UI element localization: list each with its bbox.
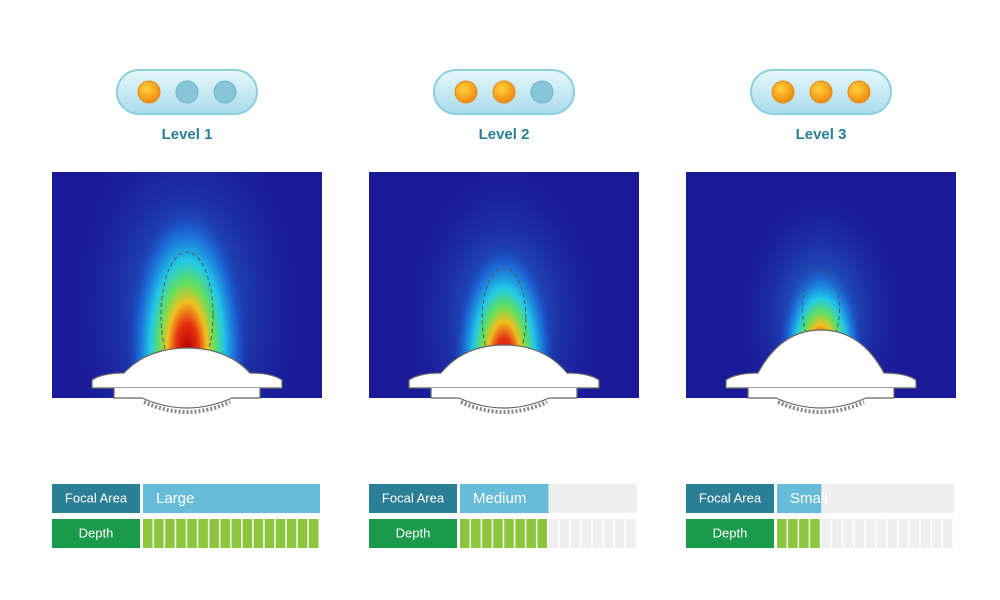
depth-segment: [209, 519, 219, 548]
level-dot: [809, 80, 833, 104]
depth-segment: [537, 519, 547, 548]
depth-segment: [297, 519, 308, 548]
depth-label-box: [686, 519, 774, 548]
level-dot: [137, 80, 161, 104]
focal-value: Small: [790, 490, 828, 507]
device-base: [430, 388, 578, 409]
depth-segment: [526, 519, 536, 548]
focal-value: Large: [156, 490, 194, 507]
depth-segment: [143, 519, 153, 548]
level-dot: [454, 80, 478, 104]
depth-segment: [865, 519, 876, 548]
level-dot: [492, 80, 516, 104]
level-dot: [771, 80, 795, 104]
heat-spot: [125, 200, 249, 398]
depth-segment: [854, 519, 864, 548]
level-label: Level 1: [162, 126, 213, 143]
depth-segment: [821, 519, 831, 548]
depth-segment: [286, 519, 297, 548]
depth-segment: [799, 519, 809, 548]
focal-label-box: [52, 484, 140, 513]
depth-segment: [832, 519, 842, 548]
focal-bar: [777, 484, 822, 513]
device-base: [747, 388, 895, 409]
depth-segment: [614, 519, 625, 548]
device: [408, 344, 600, 389]
depth-segment: [231, 519, 242, 548]
depth-segment: [308, 519, 319, 548]
focal-label: Focal Area: [382, 490, 445, 505]
depth-label: Depth: [713, 525, 748, 540]
depth-label: Depth: [79, 525, 114, 540]
depth-segment: [887, 519, 898, 548]
level-label: Level 2: [479, 126, 530, 143]
depth-segment: [548, 519, 559, 548]
focal-outline: [802, 268, 840, 350]
device: [725, 329, 917, 389]
focal-value: Medium: [473, 490, 526, 507]
depth-segment: [581, 519, 592, 548]
device-coil: [143, 400, 231, 414]
depth-label: Depth: [396, 525, 431, 540]
depth-segment: [570, 519, 581, 548]
focal-bar: [143, 484, 320, 513]
level-dot: [213, 80, 237, 104]
depth-segment: [275, 519, 286, 548]
depth-segment: [460, 519, 470, 548]
device-coil: [777, 400, 865, 414]
level-dot: [530, 80, 554, 104]
depth-segment: [154, 519, 164, 548]
depth-segment: [920, 519, 931, 548]
depth-segment: [176, 519, 186, 548]
depth-label-box: [52, 519, 140, 548]
depth-segment: [559, 519, 570, 548]
depth-segment: [515, 519, 525, 548]
focal-bar: [460, 484, 549, 513]
depth-segment: [592, 519, 603, 548]
depth-segment: [493, 519, 503, 548]
device-base: [113, 388, 261, 409]
depth-segment: [777, 519, 787, 548]
level-label: Level 3: [796, 126, 847, 143]
depth-segment: [810, 519, 820, 548]
level-dot: [847, 80, 871, 104]
depth-segment: [843, 519, 853, 548]
focal-label-box: [686, 484, 774, 513]
focal-label: Focal Area: [65, 490, 128, 505]
depth-segment: [198, 519, 208, 548]
depth-segment: [898, 519, 909, 548]
depth-segment: [909, 519, 920, 548]
focal-label-box: [369, 484, 457, 513]
depth-segment: [603, 519, 614, 548]
depth-segment: [942, 519, 953, 548]
depth-segment: [471, 519, 481, 548]
depth-segment: [931, 519, 942, 548]
depth-segment: [482, 519, 492, 548]
depth-label-box: [369, 519, 457, 548]
depth-segment: [264, 519, 275, 548]
device: [91, 347, 283, 389]
heatmap: [369, 172, 639, 398]
device-coil: [460, 400, 548, 414]
depth-segment: [187, 519, 197, 548]
depth-segment: [876, 519, 887, 548]
depth-segment: [625, 519, 636, 548]
depth-segment: [242, 519, 253, 548]
level-dot: [175, 80, 199, 104]
depth-segment: [253, 519, 264, 548]
depth-segment: [220, 519, 230, 548]
heatmap: [52, 172, 322, 398]
focal-label: Focal Area: [699, 490, 762, 505]
depth-segment: [165, 519, 175, 548]
depth-segment: [504, 519, 514, 548]
depth-segment: [788, 519, 798, 548]
